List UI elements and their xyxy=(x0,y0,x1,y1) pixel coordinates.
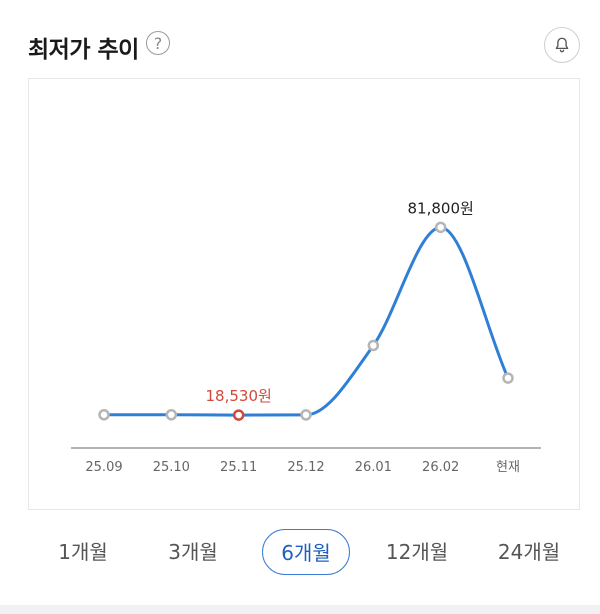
data-point-26.02 xyxy=(434,221,447,234)
period-tab-12m[interactable]: 12개월 xyxy=(385,540,449,564)
line-chart: 18,530원 81,800원 25.09 25.10 25.11 25.12 26.01… xyxy=(71,199,541,475)
period-selector: 1개월 3개월 6개월 12개월 24개월 xyxy=(28,524,580,582)
price-alert-button[interactable] xyxy=(544,27,580,63)
period-tab-1m[interactable]: 1개월 xyxy=(58,540,108,564)
question-circle-icon[interactable]: ? xyxy=(146,31,170,55)
period-tab-3m[interactable]: 3개월 xyxy=(168,540,218,564)
page-title: 최저가 추이 xyxy=(28,37,139,63)
data-point-현재 xyxy=(502,372,514,384)
data-point-25.10 xyxy=(165,408,178,421)
x-tick-label: 25.11 xyxy=(220,460,257,475)
data-point-26.01 xyxy=(367,339,380,352)
period-tab-6m[interactable]: 6개월 xyxy=(262,529,350,575)
bell-icon xyxy=(555,37,569,53)
x-tick-label: 25.10 xyxy=(153,460,190,475)
data-point-25.09 xyxy=(98,408,110,421)
data-label-min: 18,530원 xyxy=(206,387,272,405)
period-tab-24m[interactable]: 24개월 xyxy=(497,540,561,564)
price-series-line xyxy=(102,225,510,417)
price-trend-chart: 18,530원 81,800원 25.09 25.10 25.11 25.12 26.01… xyxy=(28,78,580,510)
data-point-25.12 xyxy=(300,409,312,421)
price-trend-header: 최저가 추이 ? xyxy=(28,24,580,68)
data-label-max: 81,800원 xyxy=(408,199,474,217)
x-tick-label: 26.02 xyxy=(422,460,459,475)
x-tick-label: 현재 xyxy=(496,460,520,475)
x-tick-label: 25.09 xyxy=(85,460,122,475)
section-divider xyxy=(0,605,600,614)
x-tick-label: 26.01 xyxy=(355,460,392,475)
data-point-25.11 xyxy=(232,409,245,421)
x-tick-label: 25.12 xyxy=(287,460,324,475)
